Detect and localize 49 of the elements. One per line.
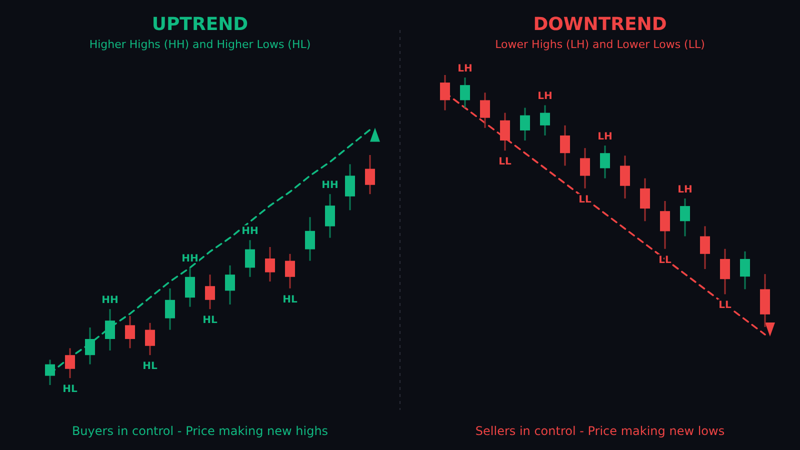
candlestick bbox=[185, 266, 195, 308]
candlestick bbox=[105, 308, 115, 352]
text: LL bbox=[498, 156, 512, 168]
candlestick bbox=[205, 274, 215, 310]
text: HL bbox=[62, 384, 78, 396]
chart-subtitle: Lower Highs (LH) and Lower Lows (LL) bbox=[495, 38, 705, 51]
candlestick bbox=[620, 154, 630, 200]
candlestick bbox=[660, 200, 670, 250]
candlestick bbox=[720, 248, 730, 295]
candlestick bbox=[225, 264, 235, 306]
text: HL bbox=[282, 294, 298, 306]
candlestick bbox=[540, 104, 550, 136]
candlestick bbox=[285, 253, 295, 290]
candlestick bbox=[740, 250, 750, 290]
text: HH bbox=[242, 226, 258, 238]
text: HH bbox=[182, 254, 198, 265]
chart-subtitle: Higher Highs (HH) and Higher Lows (HL) bbox=[89, 38, 311, 51]
text: HH bbox=[322, 180, 338, 192]
candlestick bbox=[560, 124, 570, 166]
text: LH bbox=[538, 91, 552, 102]
text: Buyers in control - Price making new highs bbox=[72, 424, 328, 438]
candlestick bbox=[600, 144, 610, 180]
text: LH bbox=[458, 64, 472, 75]
candlestick bbox=[345, 163, 355, 211]
chart-title: DOWNTREND bbox=[533, 14, 667, 35]
candlestick bbox=[460, 76, 470, 109]
candlestick bbox=[325, 193, 335, 239]
chart-title: UPTREND bbox=[152, 14, 248, 35]
candlestick bbox=[640, 178, 650, 222]
candlestick bbox=[245, 239, 255, 278]
candlestick bbox=[265, 246, 275, 282]
candlestick bbox=[700, 225, 710, 270]
text: HL bbox=[142, 361, 158, 372]
candlestick bbox=[65, 347, 75, 379]
candlestick bbox=[305, 216, 315, 262]
text: LH bbox=[598, 132, 612, 143]
candlestick bbox=[520, 107, 530, 142]
text: HH bbox=[102, 295, 118, 306]
candlestick bbox=[580, 147, 590, 190]
candlestick bbox=[500, 112, 510, 152]
candlestick bbox=[125, 315, 135, 349]
text: LH bbox=[678, 184, 692, 196]
candlestick bbox=[145, 322, 155, 356]
candlestick bbox=[85, 326, 95, 366]
candlestick bbox=[680, 198, 690, 238]
text: Sellers in control - Price making new lows bbox=[475, 424, 725, 438]
text: HL bbox=[202, 315, 218, 326]
candlestick bbox=[165, 288, 175, 331]
candlestick bbox=[365, 154, 375, 195]
